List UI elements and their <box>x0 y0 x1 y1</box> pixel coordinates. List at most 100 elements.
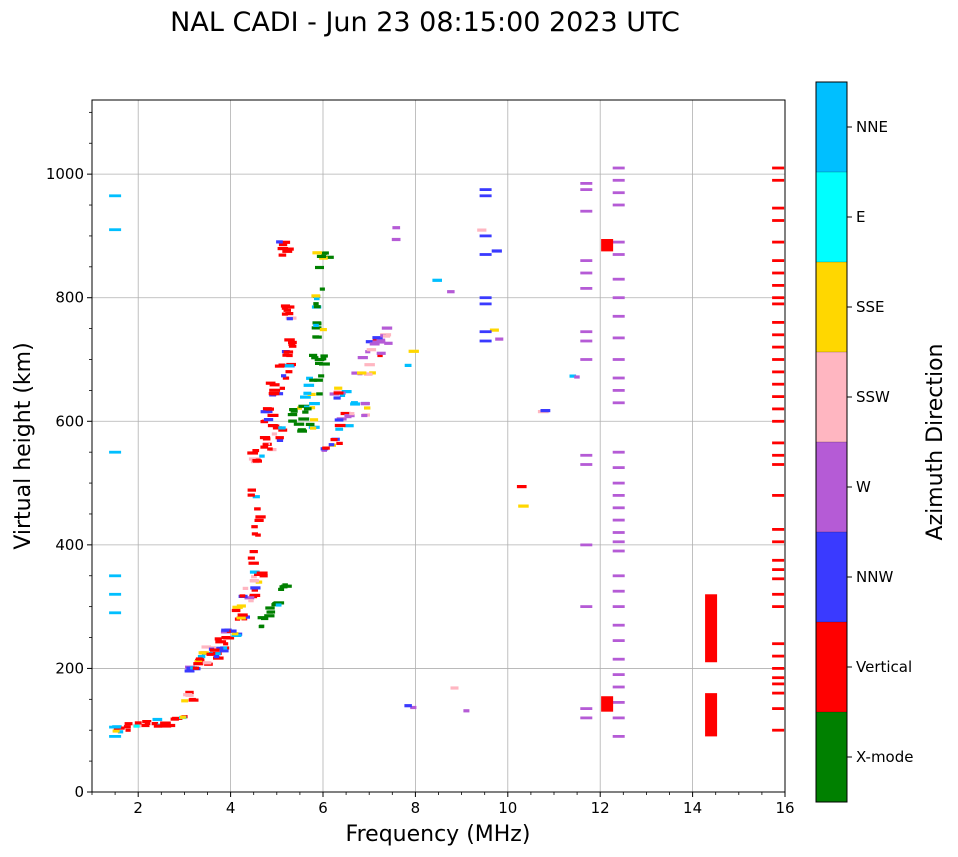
echo-mark <box>272 426 282 430</box>
echo-mark <box>333 396 341 400</box>
echo-mark <box>772 494 785 497</box>
echo-mark <box>349 412 355 416</box>
echo-mark <box>249 579 259 583</box>
echo-mark <box>365 350 371 354</box>
echo-mark <box>313 305 321 309</box>
echo-mark <box>772 240 785 244</box>
echo-mark <box>219 649 229 653</box>
echo-mark <box>283 350 294 354</box>
echo-mark <box>341 390 352 394</box>
echo-mark <box>262 437 271 441</box>
echo-mark <box>612 549 625 553</box>
echo-mark <box>185 690 194 694</box>
echo-mark <box>112 729 120 733</box>
echo-mark <box>335 427 344 431</box>
echo-mark <box>344 414 355 418</box>
colorbar-tick-label: NNW <box>856 568 893 586</box>
echo-mark <box>314 378 323 382</box>
echo-mark <box>580 287 593 290</box>
echo-mark <box>250 586 261 590</box>
y-tick-label: 800 <box>55 289 84 307</box>
echo-mark <box>319 287 325 291</box>
colorbar-segment <box>816 712 847 802</box>
echo-mark <box>192 666 200 670</box>
echo-mark <box>309 426 317 430</box>
colorbar-segment <box>816 172 847 262</box>
echo-mark <box>202 661 212 665</box>
echo-mark <box>772 382 785 386</box>
echo-mark <box>364 406 371 410</box>
echo-mark <box>392 226 401 230</box>
echo-mark <box>612 506 625 510</box>
colorbar-segment <box>816 622 847 712</box>
echo-mark <box>237 613 248 617</box>
echo-mark <box>612 376 625 380</box>
echo-mark <box>772 676 785 680</box>
echo-mark <box>309 406 316 410</box>
echo-mark <box>263 418 274 422</box>
echo-mark <box>372 336 383 340</box>
echo-mark <box>313 323 319 327</box>
echo-mark <box>772 407 785 411</box>
echo-mark <box>286 317 293 321</box>
echo-mark <box>772 453 785 457</box>
echo-mark <box>311 326 322 330</box>
colorbar-segment <box>816 262 847 352</box>
echo-mark <box>109 592 122 596</box>
echo-mark <box>285 370 293 374</box>
echo-mark <box>223 636 235 640</box>
echo-mark <box>221 628 230 632</box>
y-axis-label: Virtual height (km) <box>11 342 36 549</box>
colorbar-tick-label: Vertical <box>856 658 912 676</box>
echo-mark <box>248 599 254 603</box>
echo-mark <box>109 228 122 232</box>
echo-mark <box>253 459 262 463</box>
echo-mark <box>772 728 785 732</box>
echo-mark <box>275 603 282 607</box>
echo-mark <box>772 345 785 349</box>
colorbar-tick-label: W <box>856 478 871 496</box>
echo-mark <box>265 407 274 411</box>
echo-mark <box>612 240 625 244</box>
echo-mark <box>275 436 284 440</box>
echo-mark <box>279 386 285 390</box>
echo-mark <box>612 518 625 522</box>
echo-mark <box>109 194 122 198</box>
echo-mark <box>117 730 124 734</box>
echo-mark <box>580 330 593 334</box>
echo-block <box>601 696 614 712</box>
echo-mark <box>408 349 419 353</box>
echo-mark <box>254 518 264 522</box>
echo-mark <box>314 357 325 362</box>
echo-mark <box>772 358 785 361</box>
echo-mark <box>244 596 255 600</box>
echo-mark <box>447 290 455 294</box>
echo-mark <box>376 351 386 355</box>
echo-mark <box>772 463 785 466</box>
echo-mark <box>369 371 376 375</box>
echo-mark <box>282 583 288 587</box>
echo-mark <box>309 402 320 406</box>
echo-mark <box>144 721 151 726</box>
echo-mark <box>772 206 785 210</box>
echo-mark <box>612 178 625 182</box>
echo-mark <box>311 294 321 298</box>
echo-mark <box>284 364 294 368</box>
echo-mark <box>479 330 492 334</box>
echo-mark <box>772 667 785 670</box>
echo-mark <box>377 340 386 344</box>
echo-mark <box>334 386 343 390</box>
echo-mark <box>319 256 328 260</box>
echo-mark <box>309 378 318 382</box>
echo-mark <box>404 704 412 708</box>
echo-mark <box>450 686 459 690</box>
echo-mark <box>264 614 275 618</box>
x-tick-label: 8 <box>411 799 421 817</box>
y-tick-label: 0 <box>74 783 84 801</box>
echo-mark <box>357 371 367 375</box>
echo-mark <box>268 610 276 614</box>
echo-mark <box>369 342 380 346</box>
echo-mark <box>350 402 360 406</box>
echo-mark <box>288 342 296 346</box>
echo-mark <box>318 374 325 378</box>
